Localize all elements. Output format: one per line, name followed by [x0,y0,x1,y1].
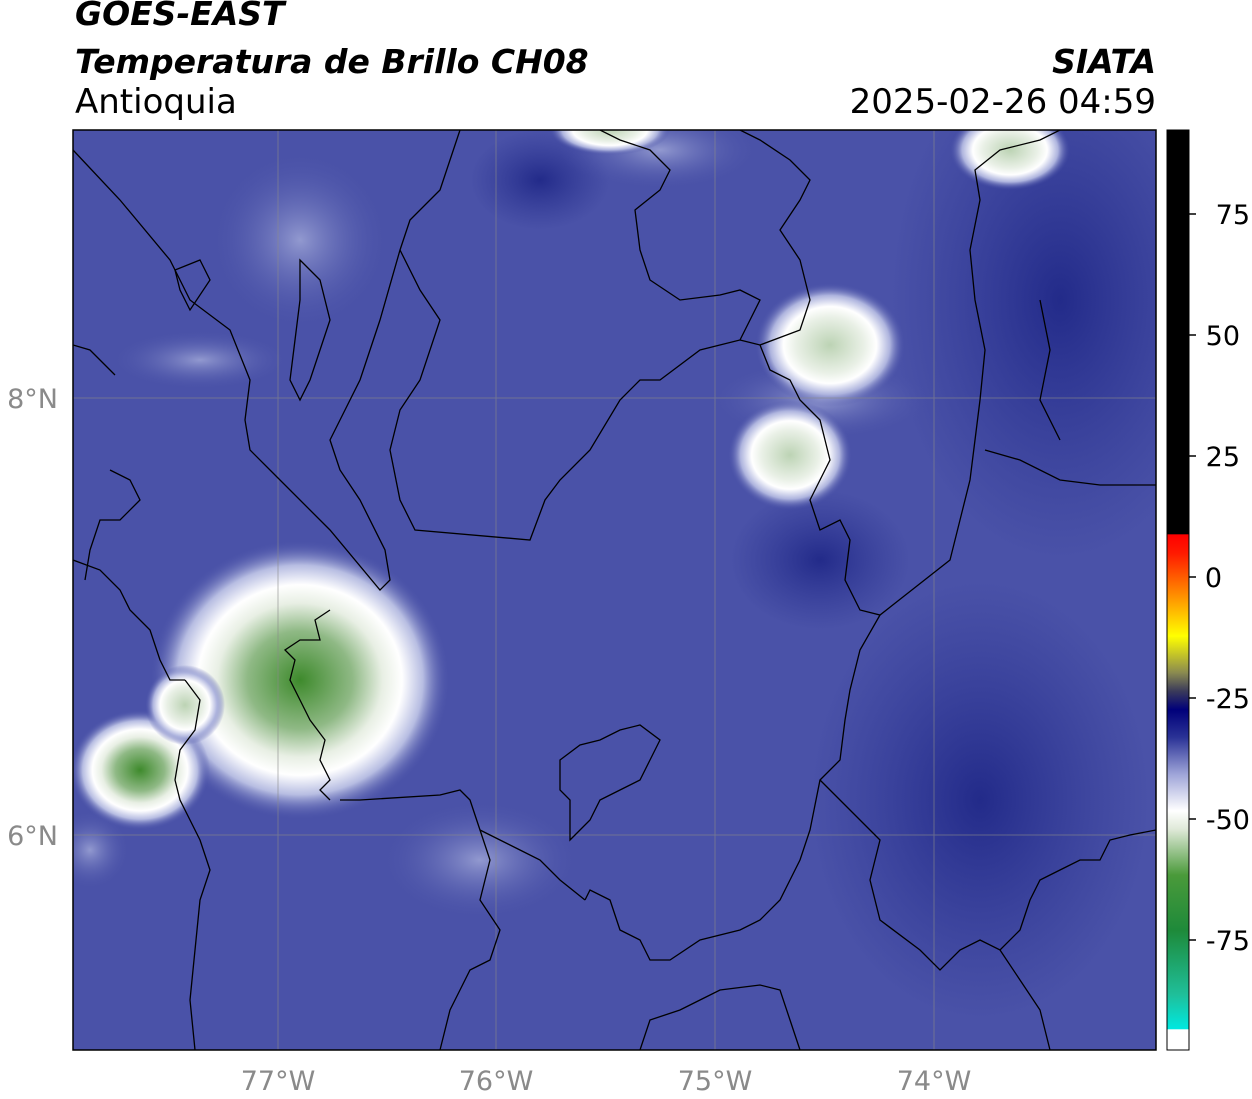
colorbar-tick-label: 50 [1206,321,1240,352]
administrative-boundaries [73,130,1156,1050]
lon-tick-label: 75°W [678,1066,753,1097]
map-frame [72,129,1157,1051]
organization-label: SIATA [1052,42,1156,81]
colorbar-tick-label: 75 [1216,200,1250,231]
lon-tick-label: 76°W [459,1066,534,1097]
colorbar-tick-label: 25 [1206,442,1240,473]
region-title: Antioquia [75,82,237,122]
convective-cell-choco [150,540,450,820]
lat-tick-label: 6°N [7,821,58,852]
convective-cell-center [728,400,852,510]
colorbar-tick-label: -75 [1206,926,1250,957]
convective-cell-north [755,283,905,407]
colorbar-tick-label: -50 [1206,805,1250,836]
brightness-temperature-field [73,130,1156,1050]
colorbar: 75 50 25 0 -25 -50 -75 [1166,129,1250,1051]
satellite-title: GOES-EAST [75,0,285,33]
colorbar-tick-label: -25 [1206,684,1250,715]
lon-tick-label: 74°W [897,1066,972,1097]
colorbar-gradient [1166,129,1190,1051]
product-title: Temperatura de Brillo CH08 [75,42,589,81]
timestamp-label: 2025-02-26 04:59 [849,82,1156,122]
lat-tick-label: 8°N [7,384,58,415]
gridlines [73,130,1156,1050]
lon-tick-label: 77°W [241,1066,316,1097]
colorbar-tick-label: 0 [1205,563,1222,594]
